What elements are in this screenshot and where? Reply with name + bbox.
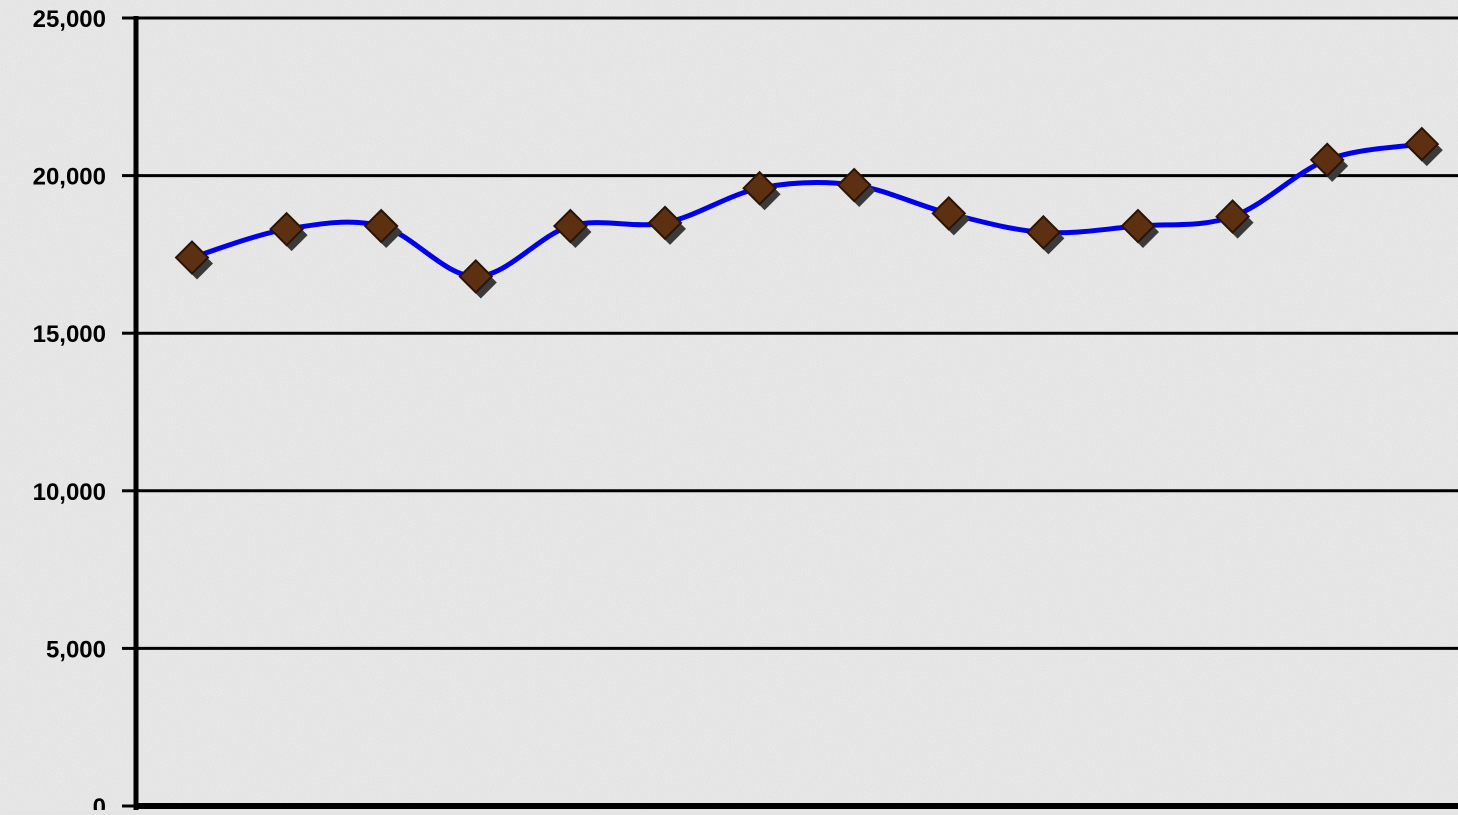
data-point-marker [552, 208, 592, 249]
marker-diamond [647, 205, 683, 241]
marker-diamond [1215, 199, 1251, 234]
data-point-marker [1215, 199, 1254, 239]
data-point-marker [363, 208, 403, 249]
marker-diamond [742, 170, 778, 206]
data-point-marker [269, 211, 308, 252]
marker-diamond [1309, 142, 1345, 178]
marker-diamond [269, 211, 305, 247]
y-tick-label: 5,000 [46, 636, 106, 663]
data-point-marker [174, 240, 213, 280]
marker-diamond [1404, 126, 1440, 162]
axes [133, 16, 1458, 810]
data-point-marker [1404, 126, 1443, 167]
data-point-marker [458, 259, 497, 299]
y-tick-label: 10,000 [33, 479, 106, 506]
y-tick-label: 20,000 [33, 164, 106, 191]
y-tick-label: 25,000 [33, 6, 106, 33]
data-point-marker [1309, 142, 1349, 182]
data-point-marker [1025, 214, 1065, 255]
marker-diamond [931, 196, 967, 231]
data-point-marker [1120, 208, 1159, 249]
marker-diamond [1025, 214, 1061, 250]
gridlines [122, 16, 1458, 808]
marker-diamond [458, 259, 494, 294]
marker-diamond [363, 208, 399, 244]
data-point-marker [647, 205, 686, 245]
marker-diamond [174, 240, 210, 275]
marker-diamond [1120, 208, 1156, 244]
data-point-marker [836, 167, 876, 208]
data-point-marker [742, 170, 781, 211]
marker-diamond [552, 208, 588, 244]
data-point-marker [931, 196, 970, 236]
marker-diamond [836, 167, 872, 203]
y-tick-label: 15,000 [33, 321, 106, 348]
data-series [174, 126, 1443, 299]
y-tick-label: 0 [93, 794, 106, 810]
